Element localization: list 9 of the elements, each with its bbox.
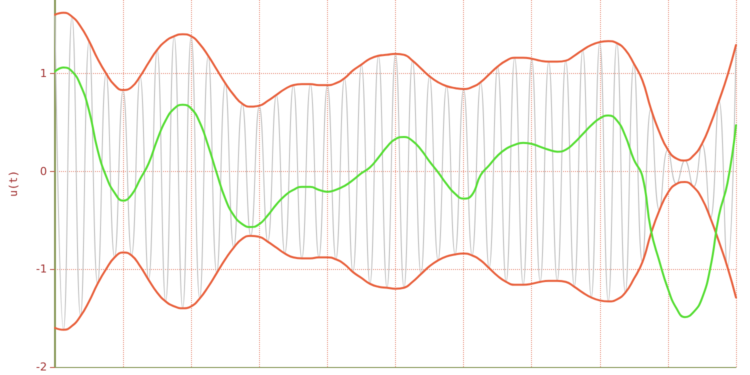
line-series: [54, 66, 737, 318]
line-series: [54, 14, 736, 330]
line-series: [54, 12, 737, 162]
y-tick-label: 0: [40, 164, 47, 178]
y-tick-label: -2: [36, 360, 47, 374]
y-axis-title: u(t): [7, 170, 20, 197]
y-tick-label: -1: [36, 262, 47, 276]
y-tick-label: 1: [40, 66, 47, 80]
line-series: [54, 181, 737, 331]
